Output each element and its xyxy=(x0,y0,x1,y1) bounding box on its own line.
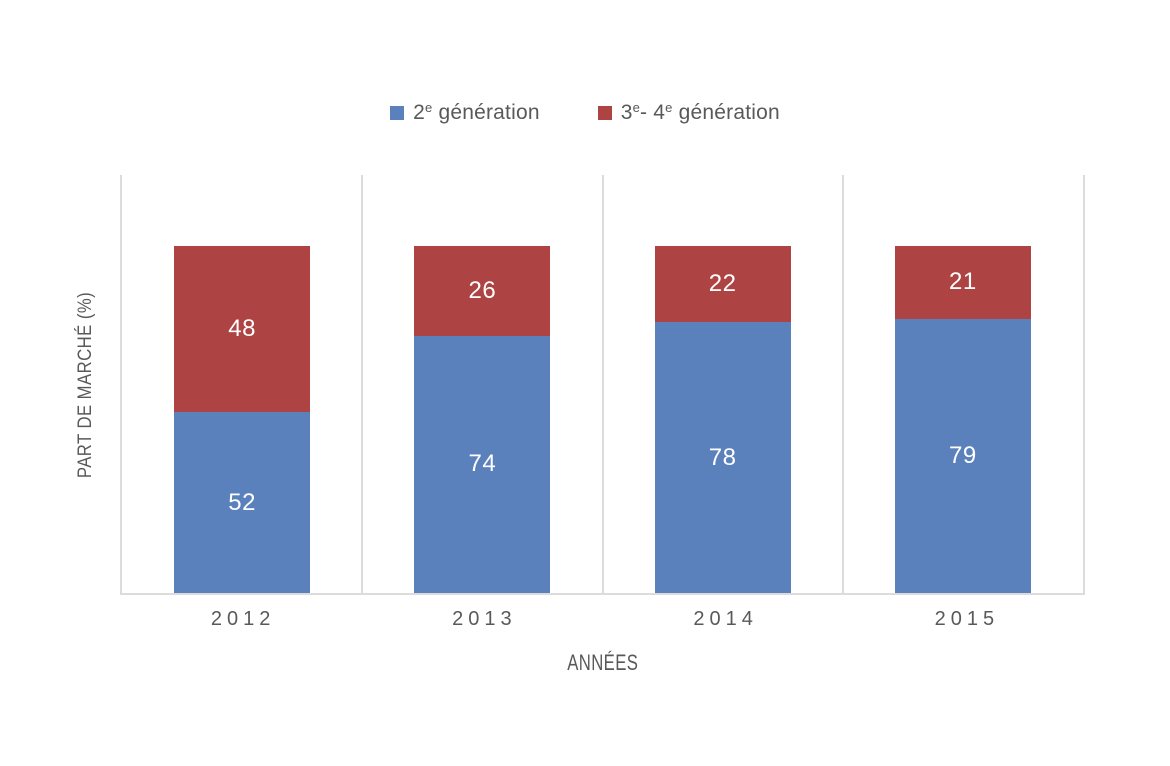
bar-stack: 26 74 xyxy=(414,245,551,593)
legend-item-generation-2: 2e génération xyxy=(390,101,540,125)
bar-segment-red: 21 xyxy=(894,245,1031,319)
legend-swatch-blue-icon xyxy=(390,106,405,120)
bar-value-label: 22 xyxy=(708,269,737,297)
x-axis-label-2012: 2012 xyxy=(210,608,276,630)
category-separator xyxy=(841,175,844,593)
bar-column-2014: 22 78 xyxy=(603,175,843,593)
bar-value-label: 78 xyxy=(708,443,737,471)
bar-value-label: 26 xyxy=(468,276,497,304)
bar-segment-red: 26 xyxy=(414,245,551,336)
bar-segment-blue: 52 xyxy=(174,412,311,593)
bar-value-label: 79 xyxy=(949,441,977,469)
bar-stack: 48 52 xyxy=(174,245,311,593)
x-axis-labels: 2012 2013 2014 2015 xyxy=(120,608,1085,631)
bar-stack: 22 78 xyxy=(654,245,791,593)
legend-item-generation-3-4: 3e- 4e génération xyxy=(597,100,780,125)
bar-column-2013: 26 74 xyxy=(362,175,602,593)
bar-segment-blue: 78 xyxy=(654,322,791,593)
bar-value-label: 52 xyxy=(228,488,256,516)
legend-label: 3e- 4e génération xyxy=(620,100,780,124)
bar-segment-blue: 79 xyxy=(894,318,1031,593)
chart-legend: 2e génération 3e- 4e génération xyxy=(0,101,1170,125)
bar-stack: 21 79 xyxy=(894,245,1031,593)
x-axis-label-2014: 2014 xyxy=(693,608,758,630)
bar-segment-blue: 74 xyxy=(414,335,551,593)
category-separator xyxy=(361,175,364,593)
bar-value-label: 21 xyxy=(949,268,977,296)
bar-value-label: 74 xyxy=(468,450,497,478)
bar-segment-red: 22 xyxy=(654,245,791,323)
plot-area: 48 52 26 74 22 78 21 79 xyxy=(120,175,1085,595)
bar-column-2015: 21 79 xyxy=(843,175,1083,593)
bar-value-label: 48 xyxy=(228,315,256,343)
bar-column-2012: 48 52 xyxy=(122,175,362,593)
x-axis-label-2013: 2013 xyxy=(452,608,517,630)
legend-label: 2e génération xyxy=(413,100,540,124)
x-axis-title: ANNÉES xyxy=(566,650,639,675)
bar-segment-red: 48 xyxy=(174,245,311,413)
x-axis-label-2015: 2015 xyxy=(934,608,1000,630)
legend-swatch-red-icon xyxy=(597,106,612,120)
category-separator xyxy=(601,175,604,593)
